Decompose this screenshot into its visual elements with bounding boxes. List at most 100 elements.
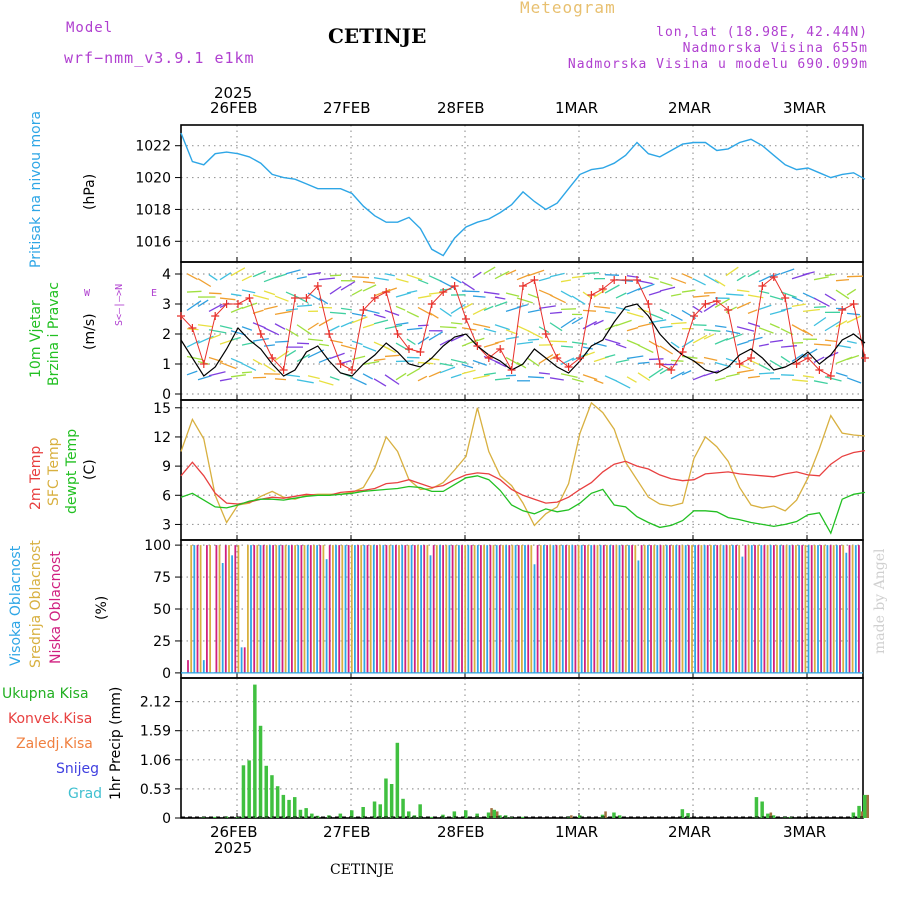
wind-arrow-25	[461, 369, 476, 375]
wind-arrow-77	[362, 360, 380, 366]
dewpt-axis-label: dewpt Temp	[64, 428, 80, 514]
wind-arrow-375	[285, 269, 301, 275]
panel-frame-3	[180, 539, 864, 679]
wind-arrow-247	[219, 302, 230, 308]
wind-arrow-141	[395, 342, 410, 352]
day-top-3: 1MAR	[555, 99, 599, 117]
wind-arrow-357	[758, 290, 770, 295]
wind-arrow-365	[846, 288, 857, 296]
precip-conv-bar-44	[604, 811, 607, 818]
wind-arrow-17	[373, 378, 387, 387]
precip-bar-12	[287, 799, 291, 818]
wind-arrow-146	[450, 334, 464, 342]
wind-arrow-253	[285, 308, 298, 312]
wind-arrow-34	[560, 373, 578, 379]
wind-arrow-193	[296, 324, 312, 336]
wind-arrow-59	[835, 372, 848, 377]
precip-conv-bar-36	[490, 808, 493, 818]
wind-arrow-66	[241, 362, 257, 371]
wind-gust-marker-15	[348, 366, 356, 374]
wind-gust-marker-14	[336, 360, 345, 368]
wind-arrow-341	[582, 291, 592, 299]
wind-arrow-349	[670, 293, 682, 297]
wind-gust-marker-53	[781, 294, 790, 302]
wind-arrow-270	[472, 307, 487, 315]
wind-arrow-223	[626, 326, 639, 332]
wind-gust-marker-55	[804, 354, 812, 362]
wind-arrow-347	[648, 290, 662, 296]
wind-arrow-186	[219, 325, 233, 330]
ytick-label-4-2: 1.06	[140, 753, 171, 769]
wind-arrow-16	[362, 373, 374, 380]
wind-arrow-331	[472, 295, 486, 298]
wind-arrow-246	[208, 303, 223, 312]
wind-arrow-114	[769, 359, 784, 369]
wind-arrow-140	[384, 346, 396, 354]
wind-arrow-398	[538, 276, 551, 282]
wind-gust-marker-39	[621, 276, 630, 284]
wind-arrow-340	[571, 295, 586, 305]
wind-arrow-238	[791, 324, 807, 334]
precip-bar-15	[304, 808, 308, 818]
wind-arrow-4	[230, 374, 246, 378]
precip-bar-3	[236, 816, 240, 818]
precip-bar-22	[372, 801, 377, 818]
wind-arrow-300	[802, 308, 820, 313]
wind-arrow-413	[703, 274, 720, 284]
wind-arrow-383	[373, 277, 389, 281]
wind-arrow-49	[725, 373, 740, 378]
wind-arrow-237	[780, 328, 794, 336]
wind-arrow-240	[813, 316, 827, 327]
wind-gust-marker-6	[245, 294, 254, 302]
wind-arrow-214	[527, 330, 543, 339]
dewpt-line	[180, 475, 866, 535]
wind-arrow-389	[439, 280, 456, 290]
precip-bar-39	[503, 815, 508, 818]
wind-arrow-173	[747, 336, 763, 342]
wind-arrow-127	[241, 341, 255, 346]
wind-arrow-297	[769, 309, 786, 316]
wind-arrow-163	[637, 344, 654, 354]
wind-arrow-147	[461, 339, 479, 347]
wind-arrow-295	[747, 309, 758, 315]
wind-arrow-251	[263, 305, 278, 311]
wind-arrow-323	[384, 287, 398, 293]
wind-arrow-145	[439, 339, 451, 346]
wind-arrow-290	[692, 305, 703, 314]
wind-arrow-87	[472, 359, 487, 366]
precip-bar-35	[475, 813, 479, 818]
precip-bar-5	[247, 760, 251, 818]
sfc-temp-axis-label: SFC Temp	[46, 437, 62, 506]
wind-arrow-73	[318, 357, 331, 364]
wind-arrow-118	[813, 356, 825, 364]
wind-gust-marker-32	[541, 330, 550, 338]
wind-arrow-419	[769, 272, 781, 279]
precip-bar-20	[350, 810, 354, 818]
wind-arrow-409	[659, 281, 673, 287]
wind-arrow-248	[230, 306, 244, 313]
wind-arrow-414	[714, 279, 726, 287]
wind-arrow-39	[615, 380, 631, 389]
wind-arrow-391	[461, 281, 475, 291]
wind-arrow-142	[406, 338, 416, 346]
wind-gust-marker-41	[644, 300, 653, 308]
wind-arrow-183	[186, 328, 199, 331]
wind-arrow-88	[483, 355, 501, 364]
precip-bar-16	[310, 813, 314, 818]
ytick-label-1-4: 4	[162, 267, 171, 283]
wind-arrow-229	[692, 324, 707, 326]
wind-arrow-158	[582, 346, 593, 350]
wind-arrow-226	[659, 325, 673, 329]
wind-arrow-58	[824, 376, 842, 382]
wind-compass-w: W	[84, 288, 91, 299]
wind-arrow-93	[538, 354, 554, 364]
wind-arrow-426	[846, 275, 864, 278]
wind-arrow-15	[351, 377, 367, 386]
precip-bar-50	[760, 801, 764, 818]
wind-arrow-303	[835, 307, 847, 310]
wind-arrow-27	[483, 372, 496, 376]
precip-bar-42	[566, 816, 571, 818]
wind-arrow-54	[780, 374, 795, 376]
wind-arrow-225	[648, 319, 667, 324]
wind-arrow-196	[329, 325, 340, 332]
